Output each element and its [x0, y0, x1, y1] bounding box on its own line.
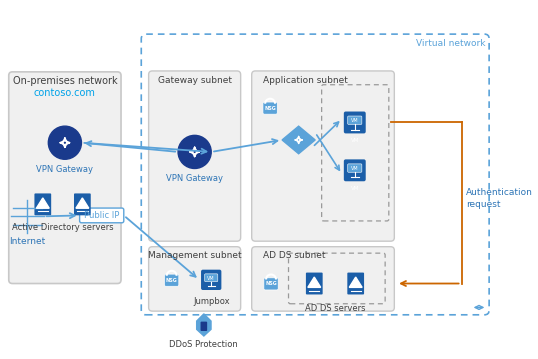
Text: VM: VM: [351, 138, 359, 143]
FancyBboxPatch shape: [348, 164, 362, 172]
Text: Public IP: Public IP: [84, 211, 119, 220]
FancyBboxPatch shape: [34, 194, 51, 215]
Text: Gateway subnet: Gateway subnet: [158, 75, 232, 84]
Text: AD DS servers: AD DS servers: [305, 304, 365, 313]
FancyBboxPatch shape: [306, 272, 323, 294]
Text: Jumpbox: Jumpbox: [193, 297, 230, 306]
FancyBboxPatch shape: [165, 274, 179, 286]
FancyBboxPatch shape: [201, 270, 221, 290]
Text: VPN Gateway: VPN Gateway: [166, 174, 223, 183]
Polygon shape: [349, 277, 362, 288]
Polygon shape: [282, 126, 315, 154]
FancyBboxPatch shape: [252, 247, 394, 311]
Text: Virtual network: Virtual network: [416, 39, 485, 48]
FancyBboxPatch shape: [264, 278, 278, 290]
FancyBboxPatch shape: [204, 274, 218, 281]
Polygon shape: [76, 198, 89, 208]
Polygon shape: [37, 198, 49, 208]
Text: DDoS Protection: DDoS Protection: [169, 340, 238, 349]
FancyBboxPatch shape: [344, 159, 366, 181]
FancyBboxPatch shape: [148, 71, 240, 241]
FancyBboxPatch shape: [148, 247, 240, 311]
Polygon shape: [308, 277, 321, 288]
Text: NSG: NSG: [264, 106, 276, 111]
FancyBboxPatch shape: [201, 322, 207, 331]
Text: AD DS subnet: AD DS subnet: [263, 251, 325, 260]
Text: On-premises network: On-premises network: [12, 76, 117, 87]
Text: Authentication
request: Authentication request: [466, 188, 533, 209]
Text: VM: VM: [351, 166, 359, 171]
Text: contoso.com: contoso.com: [34, 88, 96, 98]
Circle shape: [48, 126, 81, 159]
FancyBboxPatch shape: [348, 272, 364, 294]
FancyBboxPatch shape: [252, 71, 394, 241]
Text: Application subnet: Application subnet: [263, 75, 348, 84]
FancyBboxPatch shape: [80, 208, 124, 223]
FancyBboxPatch shape: [344, 112, 366, 134]
Text: VM: VM: [351, 186, 359, 191]
FancyBboxPatch shape: [348, 116, 362, 125]
FancyBboxPatch shape: [9, 72, 121, 284]
Circle shape: [178, 135, 211, 168]
Text: Management subnet: Management subnet: [148, 251, 242, 260]
FancyBboxPatch shape: [74, 194, 91, 215]
Text: Active Directory servers: Active Directory servers: [12, 223, 114, 232]
Text: NSG: NSG: [166, 278, 178, 283]
Text: VM: VM: [351, 118, 359, 123]
Text: VPN Gateway: VPN Gateway: [37, 165, 94, 174]
Text: VM: VM: [207, 276, 215, 280]
Text: NSG: NSG: [265, 281, 277, 286]
Text: Internet: Internet: [9, 237, 45, 246]
FancyBboxPatch shape: [263, 102, 277, 114]
Polygon shape: [197, 314, 211, 336]
